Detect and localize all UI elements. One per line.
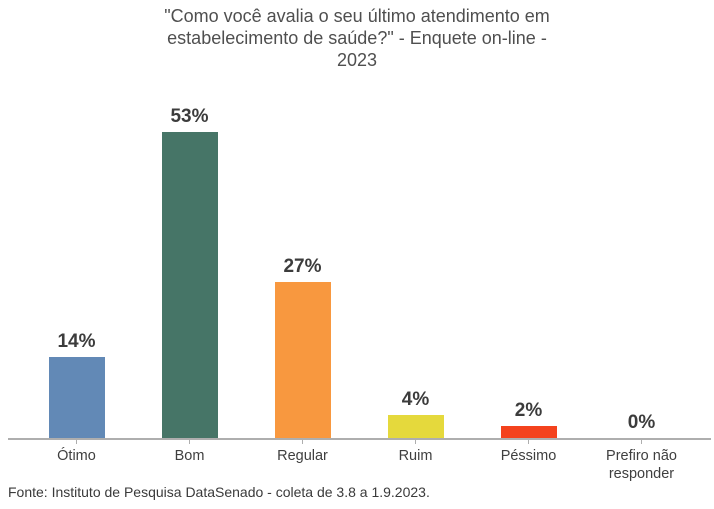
bar-value-label: 14% [57, 331, 96, 353]
category-label: Péssimo [500, 448, 557, 464]
x-axis-label-ruim: Ruim [359, 440, 472, 465]
axis-tick [641, 440, 642, 444]
bar-value-label: 53% [170, 106, 209, 127]
bar-column-pessimo: 2% [472, 0, 585, 438]
axis-tick [415, 440, 416, 444]
axis-tick [76, 440, 77, 444]
bar-column-regular: 27% [246, 0, 359, 438]
bar-bom [161, 132, 218, 438]
bar-value-label: 0% [627, 412, 656, 433]
chart-title-line-2: estabelecimento de saúde?" - Enquete on-… [167, 27, 547, 48]
bar-pessimo [500, 426, 557, 438]
category-label: Regular [277, 448, 328, 464]
category-label: Ruim [398, 448, 433, 464]
bar-column-prefiro-nao-responder: 0% [585, 0, 698, 438]
bar-column-otimo: 14% [20, 0, 133, 438]
chart-title: "Como você avalia o seu último atendimen… [0, 6, 714, 72]
x-axis-label-regular: Regular [246, 440, 359, 465]
bar-value-label: 27% [283, 256, 322, 278]
x-axis-label-otimo: Ótimo [20, 440, 133, 465]
chart-title-line-3: 2023 [336, 49, 378, 70]
x-axis-label-prefiro-nao-responder: Prefiro não responder [585, 440, 698, 483]
category-label: Prefiro não responder [606, 448, 677, 483]
bar-column-bom: 53% [133, 0, 246, 438]
axis-tick [302, 440, 303, 444]
category-label: Ótimo [57, 448, 96, 464]
plot-area: 14% 53% 27% 4% 2% 0% [20, 0, 698, 438]
bar-value-label: 4% [401, 388, 430, 410]
chart-title-line-1: "Como você avalia o seu último atendimen… [164, 6, 550, 26]
x-axis-label-bom: Bom [133, 440, 246, 465]
source-note: Fonte: Instituto de Pesquisa DataSenado … [8, 484, 430, 500]
bar-ruim [387, 414, 444, 438]
bar-value-label: 2% [514, 400, 543, 422]
bar-regular [274, 282, 331, 438]
bar-column-ruim: 4% [359, 0, 472, 438]
axis-tick [189, 440, 190, 444]
x-axis-labels: Ótimo Bom Regular Ruim Péssimo Prefiro n… [20, 440, 698, 483]
bar-otimo [48, 357, 105, 438]
x-axis-line [8, 438, 711, 440]
x-axis-label-pessimo: Péssimo [472, 440, 585, 465]
axis-tick [528, 440, 529, 444]
category-label: Bom [174, 448, 205, 464]
